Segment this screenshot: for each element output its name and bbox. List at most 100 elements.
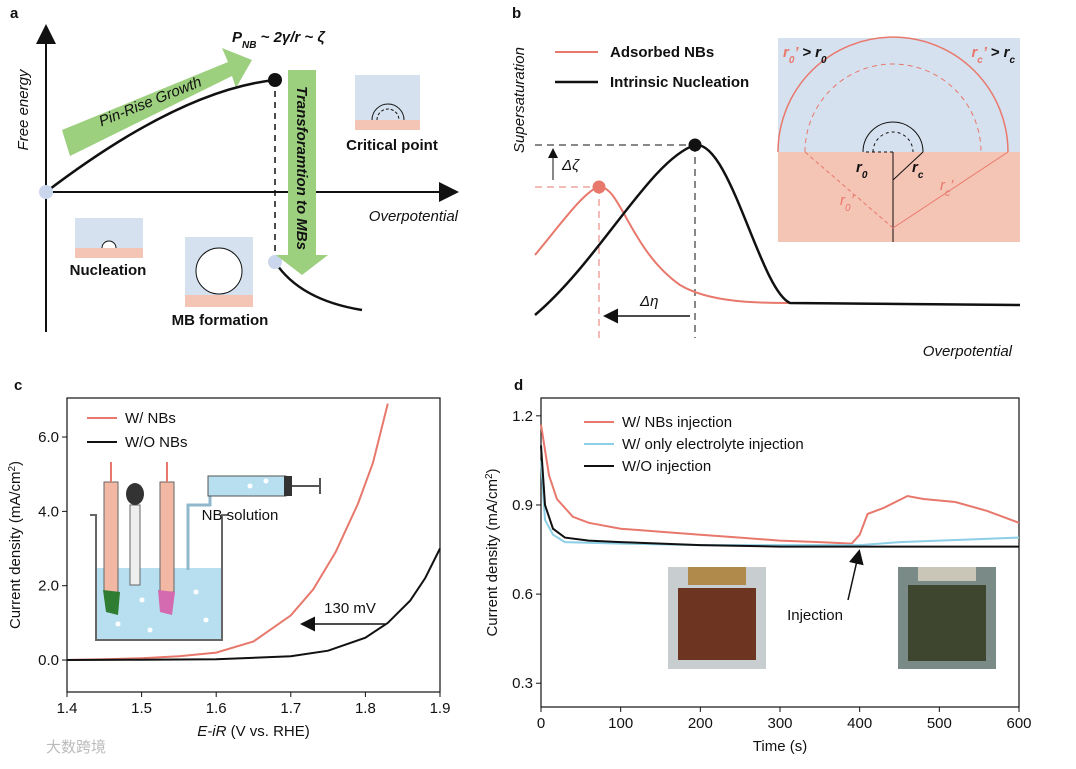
mb-dot bbox=[268, 255, 282, 269]
formula-part: ~ 2γ/r ~ ζ bbox=[256, 29, 325, 46]
bubble bbox=[371, 103, 405, 121]
legend-label: W/ NBs bbox=[125, 410, 176, 427]
panel-label: c bbox=[14, 377, 22, 394]
rc-relation-part: r bbox=[971, 44, 978, 61]
photo-clip bbox=[688, 567, 746, 585]
series-line bbox=[540, 424, 1020, 545]
bubble bbox=[193, 589, 199, 595]
y-axis-label-part: Current density (mA/cm bbox=[484, 479, 501, 637]
y-axis-label-part: Current density (mA/cm bbox=[7, 472, 24, 630]
photo-electrode bbox=[678, 588, 756, 660]
legend-label: W/ NBs injection bbox=[622, 414, 732, 431]
syringe bbox=[207, 475, 287, 497]
r0-relation-part: 0 bbox=[789, 55, 795, 66]
series-line bbox=[66, 548, 441, 661]
rc-relation-part: r bbox=[1004, 44, 1011, 61]
beaker bbox=[90, 514, 228, 641]
mb-curve bbox=[273, 261, 363, 312]
r0-relation-part: ’ bbox=[794, 44, 799, 61]
rc-label-part: c bbox=[918, 170, 924, 181]
y-axis-label-part: ) bbox=[484, 468, 501, 473]
transform-label: Transforamtion to MBs bbox=[293, 86, 310, 250]
bubble bbox=[139, 597, 145, 603]
energy-curve bbox=[45, 78, 276, 193]
adsorbed-curve bbox=[534, 185, 1021, 306]
panel-label: a bbox=[10, 5, 19, 22]
x-tick-label: 500 bbox=[927, 715, 952, 732]
legend-label: W/O injection bbox=[622, 458, 711, 475]
watermark: 大数跨境 bbox=[46, 738, 106, 756]
rc-relation-part: ’ bbox=[983, 44, 988, 61]
y-axis-label-part: 2 bbox=[7, 466, 18, 472]
y-tick-label: 1.2 bbox=[512, 408, 533, 425]
critical-dot bbox=[268, 73, 282, 87]
panel-b bbox=[534, 36, 1021, 338]
r0-prime-label-part: 0 bbox=[845, 203, 851, 214]
photos bbox=[668, 549, 996, 669]
plot-frame bbox=[66, 397, 441, 693]
delta-zeta: Δζ bbox=[561, 157, 580, 174]
adsorbed-peak bbox=[592, 180, 606, 194]
electrode-tip bbox=[103, 590, 120, 615]
y-axis-label: Free energy bbox=[15, 68, 32, 150]
growth-arrow bbox=[62, 48, 252, 156]
x-tick-label: 100 bbox=[608, 715, 633, 732]
r0-prime-label-part: r bbox=[840, 192, 846, 209]
reference bbox=[129, 504, 141, 586]
annotation: 130 mV bbox=[324, 600, 376, 617]
y-tick-label: 0.9 bbox=[512, 497, 533, 514]
rc-prime-label-part: ’ bbox=[950, 177, 954, 194]
x-tick-label: 1.8 bbox=[355, 700, 376, 717]
legend-label: W/ only electrolyte injection bbox=[622, 436, 804, 453]
electrode bbox=[159, 481, 175, 593]
x-axis-label-part: (V vs. RHE) bbox=[226, 723, 309, 740]
r0-label-part: 0 bbox=[862, 170, 868, 181]
r0-relation-part: r bbox=[815, 44, 822, 61]
x-axis-label: Overpotential bbox=[369, 208, 459, 225]
inset-label: Critical point bbox=[346, 137, 438, 154]
x-tick-label: 1.4 bbox=[57, 700, 78, 717]
start-dot bbox=[39, 185, 53, 199]
rc-prime-label: rc’ bbox=[940, 177, 954, 199]
x-tick-label: 200 bbox=[688, 715, 713, 732]
formula: PNB ~ 2γ/r ~ ζ bbox=[232, 29, 325, 51]
x-tick-label: 1.5 bbox=[131, 700, 152, 717]
x-tick-label: 600 bbox=[1006, 715, 1031, 732]
r0-prime-label: r0’ bbox=[840, 192, 855, 214]
tube bbox=[186, 495, 212, 570]
formula-part: NB bbox=[242, 40, 256, 51]
reference-cap bbox=[126, 483, 144, 505]
inset-bottom bbox=[778, 152, 1020, 242]
legend-label: Intrinsic Nucleation bbox=[610, 74, 749, 91]
inset-box bbox=[75, 248, 143, 258]
inset-box bbox=[355, 75, 420, 120]
photo-clip bbox=[918, 567, 976, 581]
outer-arc bbox=[777, 36, 1009, 153]
y-axis-label: Current density (mA/cm2) bbox=[484, 468, 502, 636]
rc-prime-label-part: r bbox=[940, 177, 946, 194]
panel-label: b bbox=[512, 5, 521, 22]
y-tick-label: 0.3 bbox=[512, 675, 533, 692]
r0-relation-part: 0 bbox=[821, 55, 827, 66]
electrode bbox=[103, 481, 119, 593]
bubble bbox=[203, 617, 209, 623]
y-tick-label: 0.0 bbox=[38, 652, 59, 669]
series-line bbox=[540, 460, 1020, 547]
y-tick-label: 2.0 bbox=[38, 578, 59, 595]
bubble bbox=[195, 247, 243, 295]
rc-relation-part: c bbox=[977, 55, 983, 66]
transform-arrow bbox=[276, 70, 328, 275]
y-axis-label-part: 2 bbox=[484, 473, 495, 479]
panel-a bbox=[36, 24, 459, 332]
series-line bbox=[66, 403, 389, 661]
x-tick-label: 400 bbox=[847, 715, 872, 732]
arrow bbox=[847, 549, 864, 601]
x-tick-label: 1.7 bbox=[280, 700, 301, 717]
x-axis-label: Time (s) bbox=[753, 738, 807, 755]
bubble bbox=[147, 627, 153, 633]
r0-relation-part: > bbox=[798, 44, 815, 61]
y-tick-label: 4.0 bbox=[38, 503, 59, 520]
radius bbox=[804, 151, 894, 229]
